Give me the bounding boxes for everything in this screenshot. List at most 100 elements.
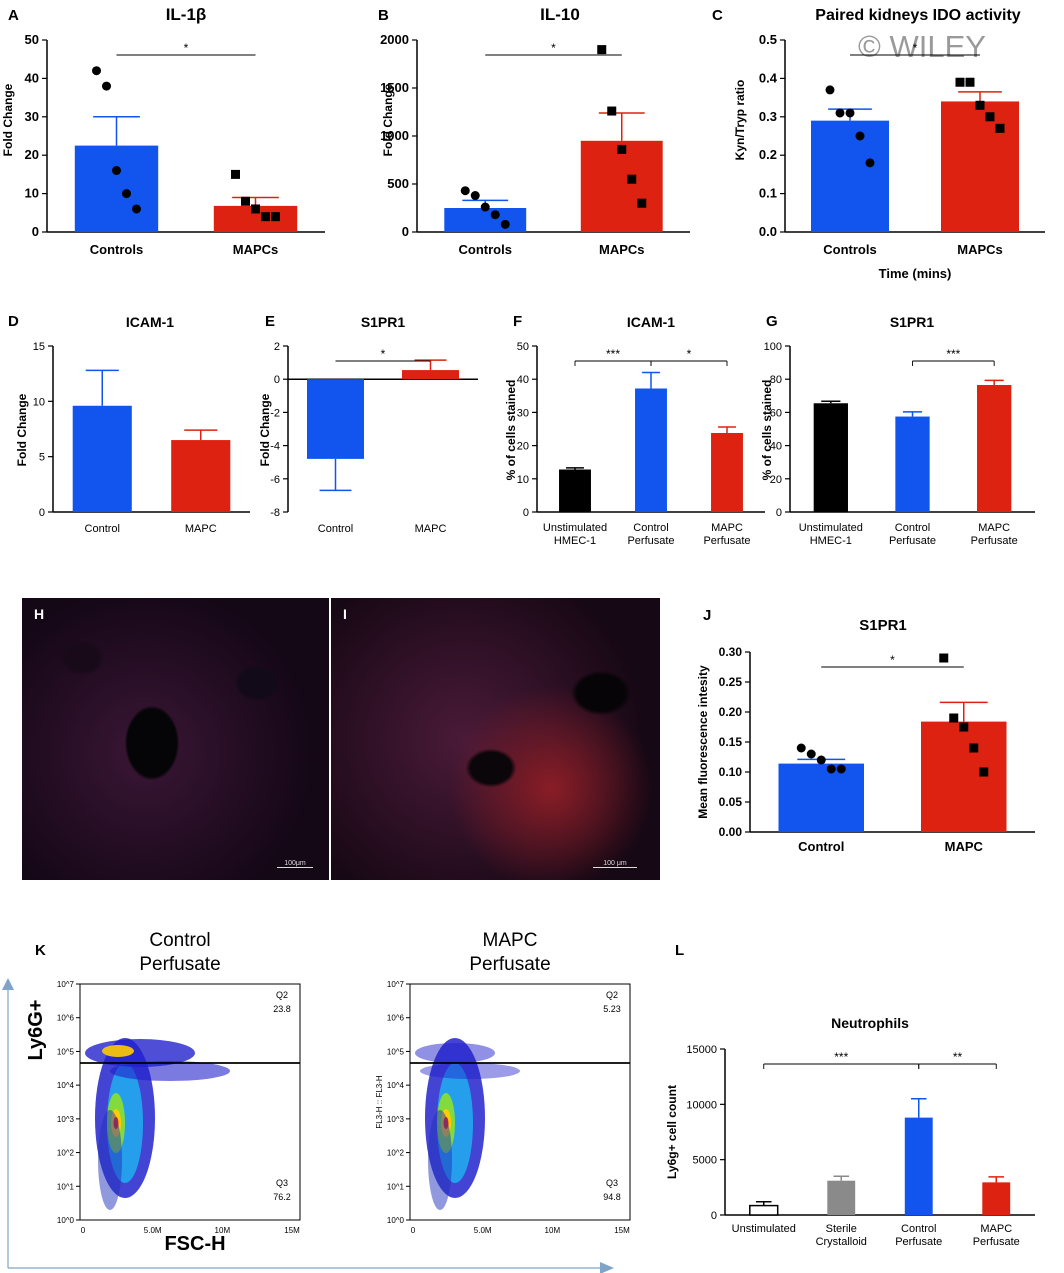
y-axis-label-d: Fold Change — [15, 393, 29, 466]
data-point-c-1-3 — [985, 112, 995, 122]
flow-density-1 — [415, 1043, 495, 1063]
y-tick-label-j: 0.15 — [719, 735, 743, 749]
flow-plot-1: MAPC Perfusate 10^0 10^1 10^2 10^3 10^4 10^5 10^… — [375, 930, 631, 1235]
quadrant-value-1-1: 94.8 — [603, 1192, 621, 1202]
data-point-a-1-4 — [271, 212, 280, 222]
data-point-j-1-3 — [969, 743, 979, 753]
y-tick-label-e: -2 — [270, 407, 280, 419]
y-tick-label-c: 0.5 — [759, 32, 777, 47]
category-label-g-1: Control Perfusate — [889, 522, 936, 547]
flow-y-axis-label: Ly6G+ — [25, 1000, 47, 1061]
y-tick-label-g: 80 — [770, 374, 782, 386]
category-label-l-1: Sterile Crystalloid — [816, 1223, 867, 1248]
y-tick-label-c: 0.0 — [759, 224, 777, 239]
category-label-f-1: Control Perfusate — [627, 522, 674, 547]
significance-label-l-0: *** — [834, 1050, 848, 1064]
y-tick-label-f: 0 — [523, 507, 529, 519]
y-tick-label-a: 30 — [25, 109, 39, 124]
bar-d-0 — [72, 405, 132, 512]
quadrant-value-0-0: 23.8 — [273, 1004, 291, 1014]
y-tick-label-c: 0.4 — [759, 70, 778, 85]
data-point-a-0-1 — [102, 81, 111, 91]
bar-j-1 — [921, 721, 1007, 832]
data-point-a-0-3 — [122, 189, 131, 199]
chart-e: S1PR1 Fold Change -8 -6 -4 -2 0 2 Control MAPC * — [258, 314, 478, 535]
y-tick-label-b: 1500 — [380, 80, 409, 95]
micrograph-i-label: I — [343, 606, 347, 622]
flow-x-axis-label: FSC-H — [164, 1233, 225, 1255]
data-point-a-1-3 — [261, 212, 270, 222]
category-label-g-2: MAPC Perfusate — [971, 522, 1018, 547]
significance-label-g-0: *** — [946, 347, 960, 361]
y-tick-label-j: 0.00 — [719, 825, 743, 839]
bar-c-0 — [811, 120, 889, 232]
significance-label-c-0: * — [913, 41, 918, 55]
chart-b: IL-10 Fold Change 0 500 1000 1500 2000 Controls… — [380, 5, 690, 257]
bar-a-0 — [74, 145, 159, 232]
y-tick-label-c: 0.1 — [759, 186, 777, 201]
bar-c-1 — [941, 101, 1019, 232]
significance-label-b-0: * — [551, 41, 556, 55]
data-point-c-0-1 — [835, 108, 845, 118]
ly6g-arrow-head — [2, 978, 14, 990]
significance-label-e-0: * — [381, 347, 386, 361]
data-point-j-0-2 — [816, 755, 826, 765]
chart-title-f: ICAM-1 — [627, 314, 675, 330]
data-point-c-1-0 — [955, 77, 965, 87]
y-tick-label-e: -6 — [270, 474, 280, 486]
flow-y-tick-label-1: 10^7 — [387, 980, 405, 989]
panel-letter-g: G — [766, 313, 778, 330]
bar-g-2 — [977, 385, 1012, 512]
y-tick-label-e: 0 — [274, 374, 280, 386]
category-label-e-0: Control — [318, 523, 353, 535]
y-tick-label-g: 20 — [770, 474, 782, 486]
data-point-c-0-4 — [865, 158, 875, 168]
category-label-d-1: MAPC — [185, 523, 217, 535]
y-tick-label-d: 10 — [33, 396, 45, 408]
flow-y-tick-label-0: 10^5 — [57, 1047, 75, 1056]
wiley-watermark: © WILEY — [858, 29, 986, 64]
significance-label-a-0: * — [184, 41, 189, 55]
flow-y-axis-label-1: FL3-H :: FL3-H — [375, 1075, 384, 1129]
data-point-j-0-0 — [796, 743, 806, 753]
bar-f-0 — [559, 469, 591, 512]
panel-letter-f: F — [513, 313, 522, 330]
chart-l: Neutrophils Ly6g+ cell count 0 5000 10000 150… — [665, 1015, 1035, 1248]
y-tick-label-d: 5 — [39, 452, 45, 464]
y-tick-label-a: 50 — [25, 32, 39, 47]
bar-b-0 — [444, 208, 527, 232]
y-tick-label-a: 40 — [25, 70, 39, 85]
bar-e-1 — [402, 370, 459, 380]
flow-y-tick-label-0: 10^7 — [57, 980, 75, 989]
y-tick-label-l: 5000 — [693, 1155, 717, 1167]
chart-title-g: S1PR1 — [890, 314, 935, 330]
y-tick-label-g: 40 — [770, 441, 782, 453]
chart-title-b: IL-10 — [540, 5, 580, 24]
flow-y-tick-label-0: 10^4 — [57, 1081, 75, 1090]
y-tick-label-l: 15000 — [686, 1044, 717, 1056]
y-tick-label-g: 60 — [770, 407, 782, 419]
flow-x-tick-label-1: 0 — [411, 1226, 416, 1235]
flow-y-tick-label-0: 10^2 — [57, 1149, 75, 1158]
data-point-c-0-0 — [825, 85, 835, 95]
y-tick-label-j: 0.25 — [719, 675, 743, 689]
bar-g-0 — [813, 403, 848, 512]
flow-x-tick-label-1: 10M — [545, 1226, 561, 1235]
flow-density-0 — [102, 1045, 134, 1057]
y-tick-label-a: 20 — [25, 147, 39, 162]
data-point-b-1-2 — [617, 144, 627, 154]
chart-title-j: S1PR1 — [859, 617, 907, 634]
flow-y-tick-label-1: 10^1 — [387, 1182, 405, 1191]
bar-l-3 — [982, 1182, 1011, 1215]
x-axis-label-c: Time (mins) — [879, 266, 952, 281]
y-tick-label-c: 0.3 — [759, 109, 777, 124]
y-axis-label-g: % of cells stained — [760, 380, 774, 481]
category-label-c-0: Controls — [823, 242, 876, 257]
category-label-j-0: Control — [798, 839, 844, 854]
flow-density-0 — [98, 1110, 122, 1210]
data-point-j-1-0 — [939, 653, 949, 663]
y-tick-label-j: 0.20 — [719, 705, 743, 719]
micrograph-i: I 100 μm — [331, 598, 660, 880]
flow-plot-title-1: MAPC Perfusate — [469, 930, 550, 975]
